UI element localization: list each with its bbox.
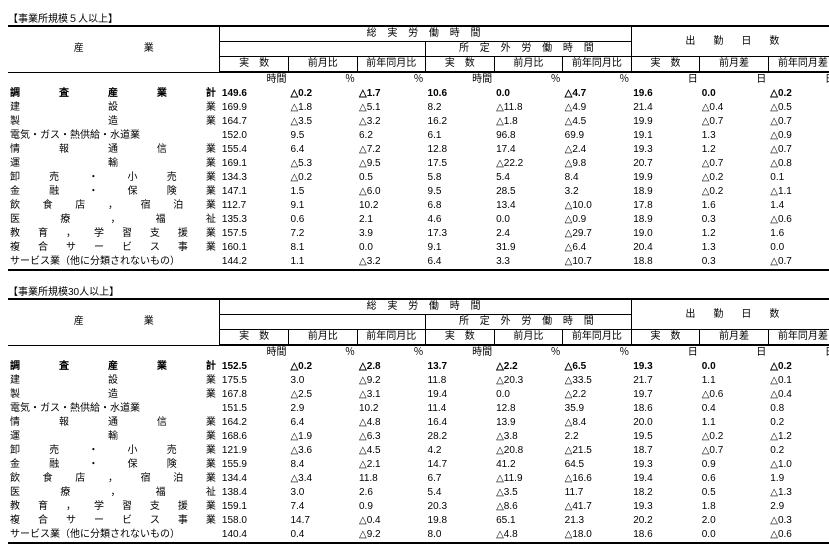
table-row: 教 育 ， 学 習 支 援 業157.57.23.917.32.4△29.719… <box>8 227 829 241</box>
table-row: 複 合 サ ー ビ ス 事 業160.18.10.09.131.9△6.420.… <box>8 241 829 255</box>
data-table: 産 業総 実 労 働 時 間出 勤 日 数所 定 外 労 働 時 間実 数前月比… <box>8 298 829 544</box>
table-row: 飲 食 店 ， 宿 泊 業134.4△3.411.86.7△11.9△16.61… <box>8 472 829 486</box>
total-row: 調 査 産 業 計152.5△0.2△2.813.7△2.2△6.519.30.… <box>8 360 829 374</box>
table-row: 情 報 通 信 業164.26.4△4.816.413.9△8.420.01.1… <box>8 416 829 430</box>
table-row: 製 造 業164.7△3.5△3.216.2△1.8△4.519.9△0.7△0… <box>8 115 829 129</box>
table-row: 運 輸 業169.1△5.3△9.517.5△22.2△9.820.7△0.7△… <box>8 157 829 171</box>
table-row: 複 合 サ ー ビ ス 事 業158.014.7△0.419.865.121.3… <box>8 514 829 528</box>
table-row: 医 療 ， 福 祉135.30.62.14.60.0△0.918.90.3△0.… <box>8 213 829 227</box>
table-row: 卸 売 ・ 小 売 業121.9△3.6△4.54.2△20.8△21.518.… <box>8 444 829 458</box>
table-row: 飲 食 店 ， 宿 泊 業112.79.110.26.813.4△10.017.… <box>8 199 829 213</box>
table-row: 製 造 業167.8△2.5△3.119.40.0△2.219.7△0.6△0.… <box>8 388 829 402</box>
table-row: サービス業（他に分類されないもの）140.40.4△9.28.0△4.8△18.… <box>8 528 829 543</box>
section-title: 【事業所規模30人以上】 <box>8 283 829 298</box>
data-table: 産 業総 実 労 働 時 間出 勤 日 数所 定 外 労 働 時 間実 数前月比… <box>8 25 829 271</box>
table-row: 金 融 ・ 保 険 業147.11.5△6.09.528.53.218.9△0.… <box>8 185 829 199</box>
table-row: 卸 売 ・ 小 売 業134.3△0.20.55.85.48.419.9△0.2… <box>8 171 829 185</box>
table-row: 医 療 ， 福 祉138.43.02.65.4△3.511.718.20.5△1… <box>8 486 829 500</box>
table-row: 電気・ガス・熱供給・水道業152.09.56.26.196.869.919.11… <box>8 129 829 143</box>
table-row: サービス業（他に分類されないもの）144.21.1△3.26.43.3△10.7… <box>8 255 829 270</box>
total-row: 調 査 産 業 計149.6△0.2△1.710.60.0△4.719.60.0… <box>8 87 829 101</box>
table-row: 建 設 業175.53.0△9.211.8△20.3△33.521.71.1△0… <box>8 374 829 388</box>
section-title: 【事業所規模５人以上】 <box>8 10 829 25</box>
table-row: 金 融 ・ 保 険 業155.98.4△2.114.741.264.519.30… <box>8 458 829 472</box>
table-row: 電気・ガス・熱供給・水道業151.52.910.211.412.835.918.… <box>8 402 829 416</box>
table-row: 建 設 業169.9△1.8△5.18.2△11.8△4.921.4△0.4△0… <box>8 101 829 115</box>
table-row: 情 報 通 信 業155.46.4△7.212.817.4△2.419.31.2… <box>8 143 829 157</box>
table-row: 教 育 ， 学 習 支 援 業159.17.40.920.3△8.6△41.71… <box>8 500 829 514</box>
table-row: 運 輸 業168.6△1.9△6.328.2△3.82.219.5△0.2△1.… <box>8 430 829 444</box>
